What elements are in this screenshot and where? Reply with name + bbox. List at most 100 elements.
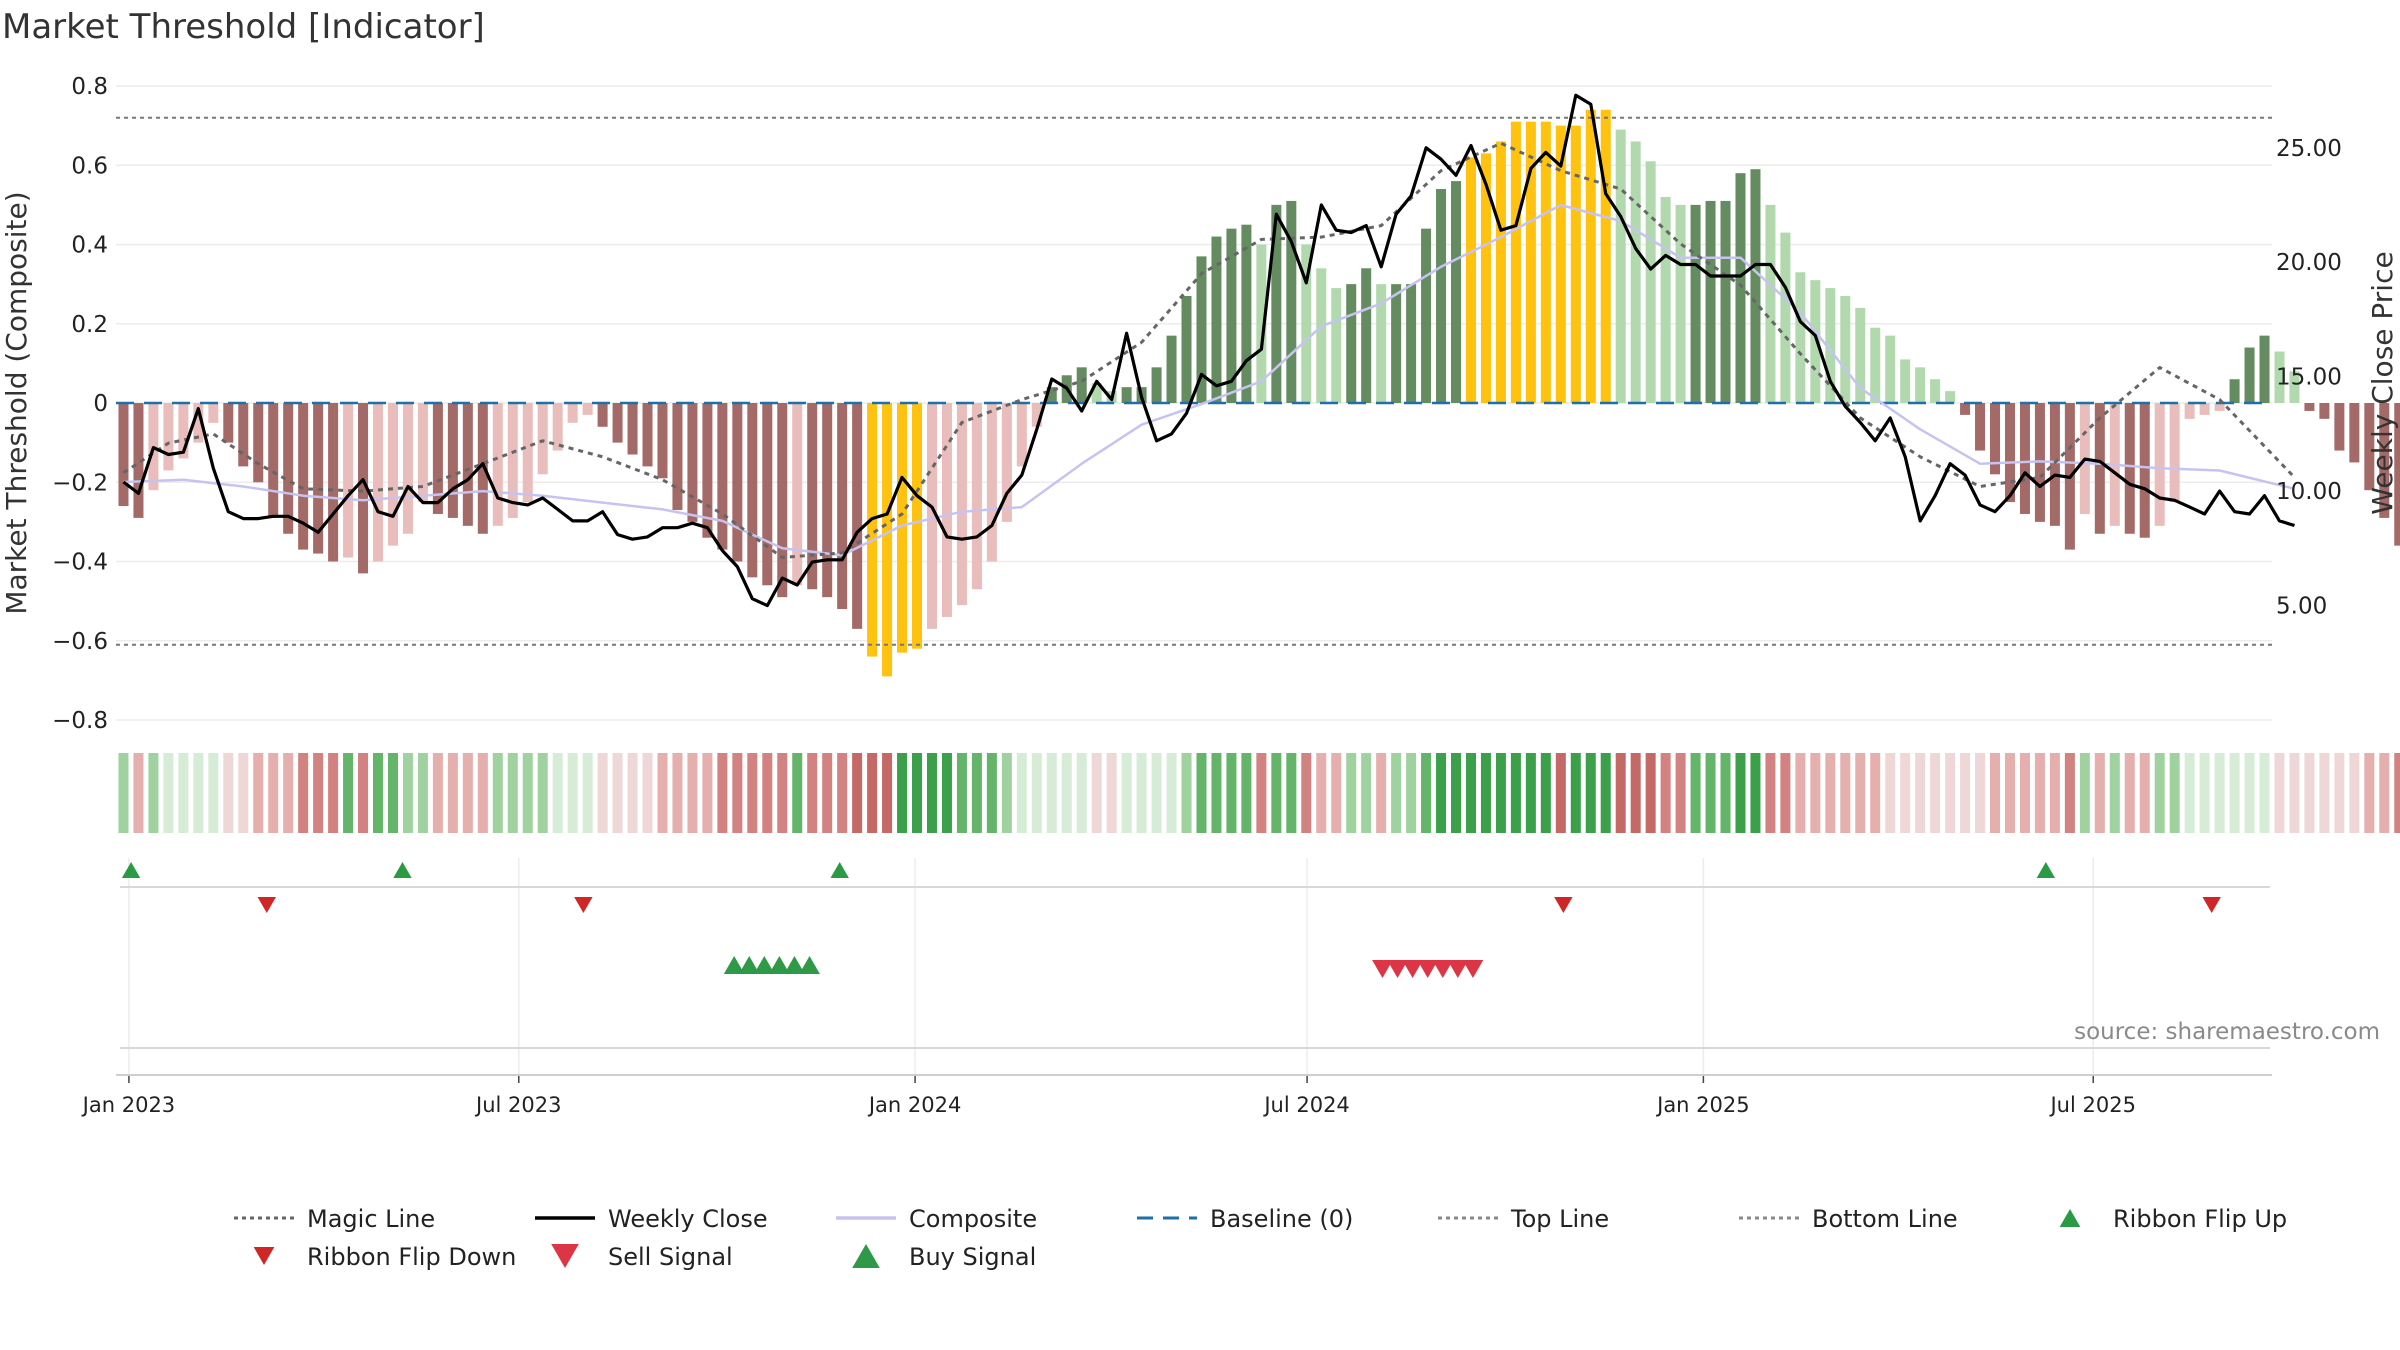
composite-bar bbox=[253, 403, 264, 483]
composite-bar bbox=[328, 403, 339, 562]
buy-signal-marker bbox=[769, 956, 790, 974]
ribbon-cell bbox=[2334, 753, 2345, 833]
legend-swatch bbox=[253, 1247, 275, 1265]
composite-bar bbox=[941, 403, 952, 617]
y-tick-label-right: 15.00 bbox=[2276, 365, 2342, 391]
ribbon-cell bbox=[2379, 753, 2390, 833]
composite-bar bbox=[1495, 141, 1506, 403]
ribbon-cell bbox=[1705, 753, 1716, 833]
composite-bar bbox=[702, 403, 713, 538]
composite-bar bbox=[1271, 204, 1282, 403]
sell-signal-marker bbox=[1417, 960, 1439, 978]
legend-item: Buy Signal bbox=[852, 1243, 1036, 1271]
ribbon-cell bbox=[807, 753, 818, 833]
legend-item: Bottom Line bbox=[1739, 1205, 1958, 1233]
composite-bar bbox=[1930, 379, 1941, 403]
ribbon-cell bbox=[163, 753, 174, 833]
composite-bar bbox=[2289, 371, 2300, 403]
composite-bar bbox=[1750, 169, 1761, 403]
color-ribbon bbox=[118, 753, 2400, 833]
ribbon-cell bbox=[1271, 753, 1282, 833]
ribbon-cell bbox=[1346, 753, 1357, 833]
ribbon-cell bbox=[1241, 753, 1252, 833]
ribbon-cell bbox=[537, 753, 548, 833]
legend-swatch bbox=[852, 1244, 880, 1268]
legend-label: Ribbon Flip Up bbox=[2113, 1205, 2287, 1233]
composite-bar bbox=[417, 403, 428, 503]
composite-bar bbox=[1660, 196, 1671, 403]
composite-bar bbox=[1615, 129, 1626, 403]
ribbon-cell bbox=[447, 753, 458, 833]
composite-bar bbox=[1031, 403, 1042, 427]
legend-item: Composite bbox=[836, 1205, 1037, 1233]
composite-bar bbox=[2154, 403, 2165, 526]
ribbon-cell bbox=[1795, 753, 1806, 833]
composite-bar bbox=[1091, 383, 1102, 403]
composite-bar bbox=[1735, 173, 1746, 403]
y-tick-label-right: 25.00 bbox=[2276, 136, 2342, 162]
composite-bar bbox=[897, 403, 908, 653]
composite-bar bbox=[133, 403, 144, 518]
ribbon-cell bbox=[2274, 753, 2285, 833]
y-tick-label-left: 0.8 bbox=[71, 74, 108, 100]
composite-bar bbox=[792, 403, 803, 586]
composite-bar bbox=[1480, 153, 1491, 403]
ribbon-cell bbox=[1061, 753, 1072, 833]
signal-markers bbox=[121, 862, 2221, 978]
composite-bar bbox=[2379, 403, 2390, 518]
legend-label: Weekly Close bbox=[608, 1205, 768, 1233]
buy-signal-marker bbox=[738, 956, 760, 974]
ribbon-cell bbox=[1391, 753, 1402, 833]
ribbon-cell bbox=[1016, 753, 1027, 833]
composite-bar bbox=[2334, 403, 2345, 451]
composite-bar bbox=[1001, 403, 1012, 522]
ribbon-cell bbox=[1615, 753, 1626, 833]
composite-bar bbox=[1570, 125, 1581, 403]
composite-bar bbox=[807, 403, 818, 590]
y-tick-label-right: 20.00 bbox=[2276, 250, 2342, 276]
composite-bar bbox=[1286, 200, 1297, 403]
ribbon-cell bbox=[1585, 753, 1596, 833]
composite-bar bbox=[477, 403, 488, 534]
composite-bar bbox=[2259, 335, 2270, 403]
buy-signal-marker bbox=[723, 956, 745, 974]
composite-line bbox=[123, 203, 2295, 557]
ribbon-cell bbox=[612, 753, 623, 833]
x-tick-label: Jan 2024 bbox=[867, 1093, 962, 1117]
ribbon-cell bbox=[986, 753, 997, 833]
composite-bar bbox=[837, 403, 848, 610]
ribbon-cell bbox=[477, 753, 488, 833]
composite-bar bbox=[1301, 244, 1312, 403]
ribbon-cell bbox=[882, 753, 893, 833]
ribbon-cell bbox=[1555, 753, 1566, 833]
ribbon-cell bbox=[1316, 753, 1327, 833]
composite-bar bbox=[208, 403, 219, 423]
composite-bar bbox=[1555, 125, 1566, 403]
composite-bar bbox=[1840, 296, 1851, 403]
legend-item: Ribbon Flip Up bbox=[2059, 1205, 2287, 1233]
composite-bar bbox=[627, 403, 638, 455]
composite-bar bbox=[1510, 121, 1521, 403]
ribbon-cell bbox=[2154, 753, 2165, 833]
buy-signal-marker bbox=[753, 956, 775, 974]
ribbon-cell bbox=[717, 753, 728, 833]
composite-bar bbox=[1645, 161, 1656, 403]
composite-bar bbox=[642, 403, 653, 467]
composite-bar bbox=[1675, 204, 1686, 403]
ribbon-cell bbox=[2244, 753, 2255, 833]
composite-bar bbox=[1825, 288, 1836, 403]
ribbon-cell bbox=[1825, 753, 1836, 833]
ribbon-cell bbox=[343, 753, 354, 833]
composite-bars bbox=[118, 109, 2400, 677]
composite-bar bbox=[1915, 367, 1926, 403]
sell-signal-marker bbox=[1432, 960, 1454, 978]
legend-label: Magic Line bbox=[307, 1205, 435, 1233]
composite-bar bbox=[2214, 403, 2225, 411]
y-tick-label-left: 0.6 bbox=[71, 153, 108, 179]
ribbon-cell bbox=[1675, 753, 1686, 833]
ribbon-cell bbox=[2364, 753, 2375, 833]
y-tick-label-left: −0.2 bbox=[52, 470, 108, 496]
composite-bar bbox=[1436, 189, 1447, 403]
ribbon-cell bbox=[2169, 753, 2180, 833]
ribbon-cell bbox=[358, 753, 369, 833]
